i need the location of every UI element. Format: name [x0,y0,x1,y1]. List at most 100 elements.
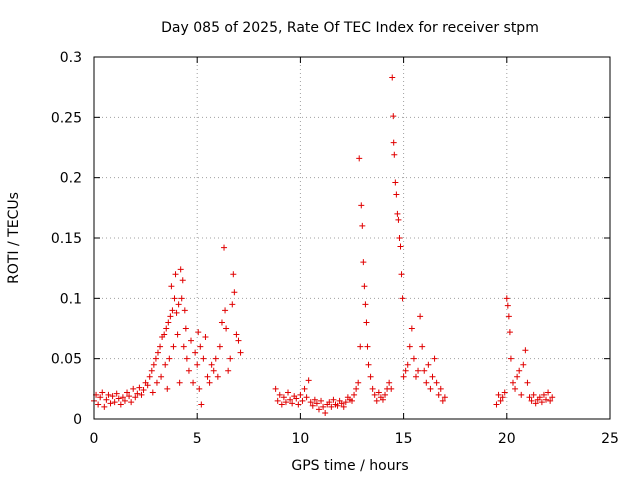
data-point [171,295,178,302]
data-point [388,385,395,392]
y-tick-label: 0.1 [60,291,82,307]
data-point [375,389,382,396]
data-point [216,343,223,350]
data-point [282,399,289,406]
data-point [391,151,398,158]
data-point [172,271,179,278]
data-point [349,397,355,404]
data-point [493,401,500,408]
data-point [119,394,126,401]
data-point [204,373,211,380]
data-point [518,391,525,398]
data-point [105,391,112,398]
data-point [107,400,114,407]
data-point [357,343,364,350]
data-point [305,377,312,384]
data-point [363,319,370,326]
data-point [358,202,365,209]
data-point [173,309,180,316]
data-point [115,395,122,402]
data-point [124,389,131,396]
data-point [497,397,504,404]
data-point [222,307,229,314]
data-point [340,403,347,410]
data-point [330,396,337,403]
data-point [97,394,104,401]
data-point [501,389,508,396]
data-point [165,319,172,326]
data-point [419,343,426,350]
data-point [198,401,205,408]
y-tick-label: 0.25 [51,110,82,126]
data-point [503,295,510,302]
data-point [538,399,545,406]
data-point [197,343,204,350]
data-point [373,397,380,404]
data-point [183,355,190,362]
data-point [208,361,215,368]
data-point [402,367,409,374]
data-point [303,394,310,401]
data-point [163,325,170,332]
y-tick-label: 0 [73,412,82,428]
data-point [235,337,242,344]
data-point [188,337,195,344]
data-point [181,307,188,314]
data-point [392,179,399,186]
data-point [185,367,192,374]
data-point [530,391,537,398]
data-point [297,391,304,398]
data-point [394,210,401,217]
data-point [146,373,153,380]
data-point [506,329,513,336]
data-point [396,235,403,241]
data-point [524,379,531,386]
data-point [398,271,405,278]
data-point [425,361,432,368]
data-point [221,244,228,251]
data-point [437,385,444,392]
y-tick-label: 0.05 [51,352,82,368]
data-point [113,390,120,397]
data-point [95,401,102,408]
data-point [395,216,402,223]
data-point [326,399,333,406]
data-point [328,403,335,410]
data-point [301,385,308,392]
data-point [206,379,213,386]
data-point [351,391,358,398]
data-point [212,355,219,362]
data-point [427,385,434,392]
data-point [439,397,446,404]
data-point [231,289,238,296]
data-point [390,139,397,146]
data-point [390,113,397,120]
data-point [164,385,171,392]
data-point [195,329,202,336]
data-point [227,355,234,362]
data-point [229,301,236,308]
data-point [130,385,137,392]
data-point [320,403,327,410]
data-point [433,379,440,386]
data-point [190,379,197,386]
data-point [274,397,281,404]
data-point [218,319,225,326]
data-point [170,343,177,350]
data-point [342,399,349,406]
data-point [174,331,181,338]
data-point [109,393,116,400]
data-point [111,399,118,406]
data-point [516,367,523,374]
data-point [505,313,512,320]
data-point [404,361,411,368]
data-point [152,355,159,362]
data-point [293,395,300,402]
data-point [528,397,535,404]
data-point [233,331,240,338]
data-point [272,385,279,392]
data-point [545,389,552,396]
data-point [356,155,363,162]
data-point [514,373,521,380]
